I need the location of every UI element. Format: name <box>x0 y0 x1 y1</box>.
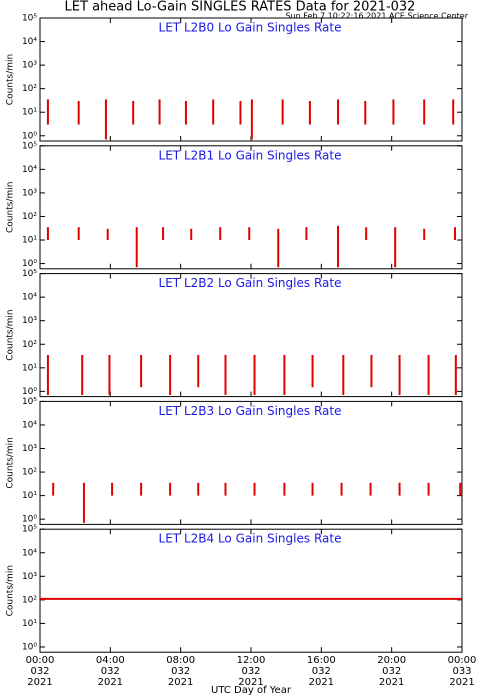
chart-title: LET ahead Lo-Gain SINGLES RATES Data for… <box>65 0 416 15</box>
y-tick-label: 10² <box>22 468 37 478</box>
y-axis-label: Counts/min <box>6 437 16 488</box>
x-tick-label: 08:00 032 2021 <box>166 655 196 689</box>
y-tick-label: 10³ <box>22 316 37 326</box>
y-tick-label: 10⁰ <box>22 387 37 397</box>
y-axis-label: Counts/min <box>6 565 16 616</box>
y-tick-label: 10¹ <box>22 491 37 501</box>
y-tick-label: 10⁰ <box>22 515 37 525</box>
y-tick-label: 10⁰ <box>22 642 37 652</box>
timestamp: Sun Feb 7 10:22:16 2021 ACE Science Cent… <box>286 12 469 21</box>
y-tick-label: 10⁵ <box>22 269 37 279</box>
y-tick-label: 10⁴ <box>22 420 37 430</box>
y-axis-label: Counts/min <box>6 309 16 360</box>
x-tick-label: 00:00 032 2021 <box>25 655 55 689</box>
panel-title: LET L2B3 Lo Gain Singles Rate <box>159 404 342 418</box>
x-tick-label: 20:00 032 2021 <box>377 655 407 689</box>
panel-title: LET L2B4 Lo Gain Singles Rate <box>159 532 342 546</box>
plot-frame <box>39 528 463 653</box>
y-tick-label: 10⁴ <box>22 548 37 558</box>
y-axis-label: Counts/min <box>6 182 16 233</box>
y-tick-label: 10³ <box>22 61 37 71</box>
y-tick-label: 10⁵ <box>22 397 37 407</box>
y-tick-label: 10⁴ <box>22 293 37 303</box>
x-tick-label: 04:00 032 2021 <box>95 655 125 689</box>
y-tick-label: 10⁵ <box>22 141 37 151</box>
y-tick-label: 10¹ <box>22 236 37 246</box>
y-tick-label: 10² <box>22 212 37 222</box>
x-axis-label: UTC Day of Year <box>211 685 292 696</box>
y-tick-label: 10¹ <box>22 363 37 373</box>
panel-title: LET L2B2 Lo Gain Singles Rate <box>159 276 342 290</box>
y-tick-label: 10³ <box>22 444 37 454</box>
x-tick-label: 12:00 032 2021 <box>236 655 266 689</box>
panel-title: LET L2B0 Lo Gain Singles Rate <box>159 21 342 35</box>
x-tick-label: 16:00 032 2021 <box>306 655 336 689</box>
x-tick-label: 00:00 033 2021 <box>447 655 477 689</box>
y-tick-label: 10⁵ <box>22 14 37 24</box>
plot-frame <box>39 145 463 270</box>
y-tick-label: 10³ <box>22 572 37 582</box>
y-tick-label: 10⁴ <box>22 165 37 175</box>
y-tick-label: 10³ <box>22 188 37 198</box>
y-tick-label: 10⁵ <box>22 525 37 535</box>
panel-title: LET L2B1 Lo Gain Singles Rate <box>159 148 342 162</box>
y-axis-label: Counts/min <box>6 54 16 105</box>
y-tick-label: 10² <box>22 595 37 605</box>
plot-frame <box>39 400 463 525</box>
y-tick-label: 10² <box>22 340 37 350</box>
y-tick-label: 10⁰ <box>22 131 37 141</box>
y-tick-label: 10¹ <box>22 619 37 629</box>
y-tick-label: 10¹ <box>22 108 37 118</box>
y-tick-label: 10⁴ <box>22 37 37 47</box>
y-tick-label: 10⁰ <box>22 259 37 269</box>
y-tick-label: 10² <box>22 84 37 94</box>
